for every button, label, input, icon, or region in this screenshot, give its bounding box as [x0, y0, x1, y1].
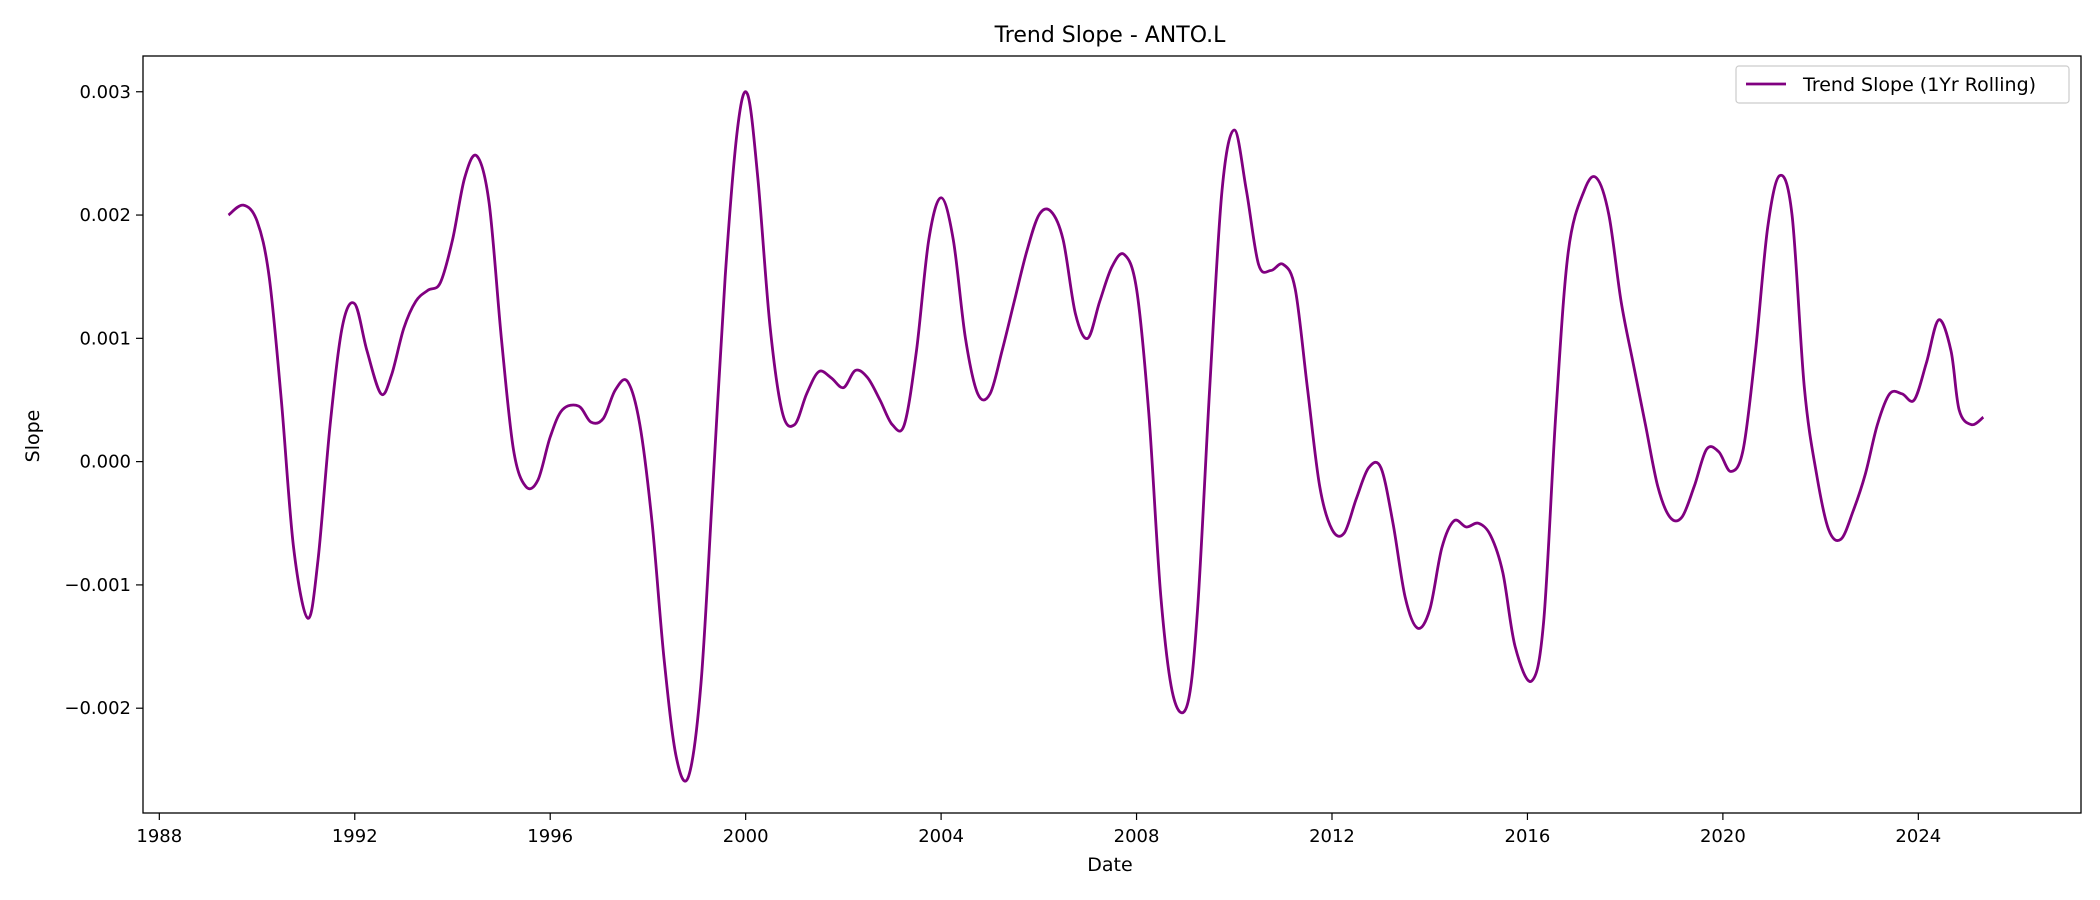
x-tick-label: 2024	[1895, 826, 1941, 847]
y-tick-label: 0.000	[79, 452, 131, 473]
x-tick-label: 2012	[1309, 826, 1355, 847]
x-tick-label: 2020	[1700, 826, 1746, 847]
x-tick-label: 2004	[918, 826, 964, 847]
y-tick-label: 0.003	[79, 82, 131, 103]
x-tick-label: 1992	[332, 826, 378, 847]
x-tick-label: 2016	[1505, 826, 1551, 847]
x-tick-label: 1988	[136, 826, 182, 847]
y-tick-label: −0.002	[64, 698, 131, 719]
axis-ticks: 1988 1992 1996 2000 2004 2008 2012 2016 2020 2024…	[64, 82, 1941, 847]
chart-title: Trend Slope - ANTO.L	[994, 23, 1227, 48]
x-tick-label: 2008	[1114, 826, 1160, 847]
y-axis-label: Slope	[22, 410, 44, 463]
x-tick-label: 2000	[723, 826, 769, 847]
y-tick-label: 0.002	[79, 205, 131, 226]
y-tick-label: −0.001	[64, 575, 131, 596]
legend-box	[1735, 65, 2070, 104]
plot-area	[142, 55, 2082, 814]
legend-series-label: Trend Slope (1Yr Rolling)	[1802, 74, 2036, 96]
y-tick-label: 0.001	[79, 328, 131, 349]
x-axis-label: Date	[1087, 854, 1132, 876]
legend: Trend Slope (1Yr Rolling)	[1735, 65, 2070, 104]
series-line-0	[227, 90, 1985, 783]
x-tick-label: 1996	[527, 826, 573, 847]
axes-frame	[142, 55, 2082, 814]
